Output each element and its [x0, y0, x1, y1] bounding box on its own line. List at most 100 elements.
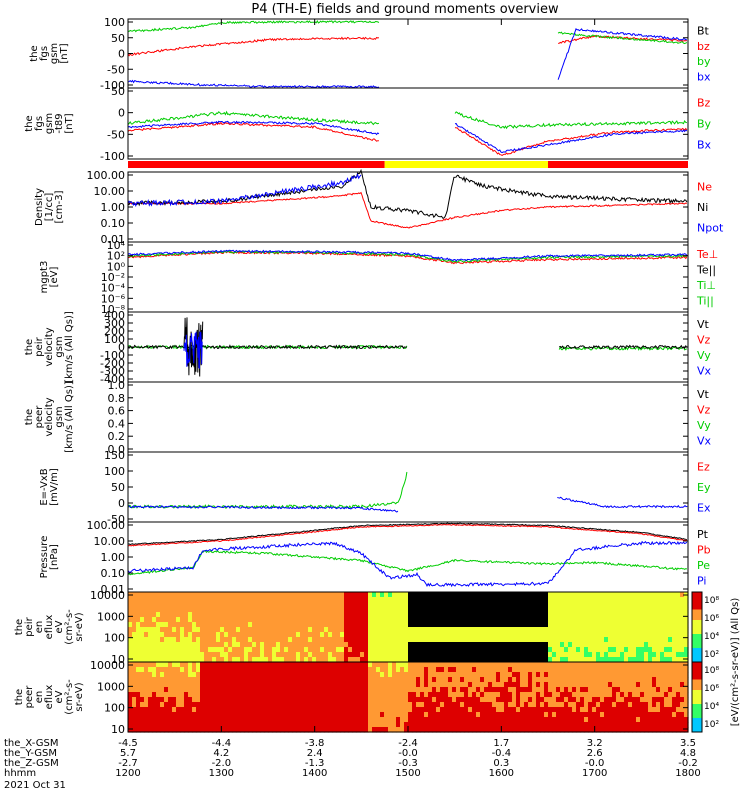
y-tick-label: 10000 [90, 659, 125, 672]
spectrogram-cell [420, 652, 425, 658]
spectrogram-cell [180, 707, 185, 713]
spectrogram-cell [228, 662, 233, 668]
series-by [127, 20, 688, 45]
spectrogram-cell [440, 692, 445, 698]
y-axis-label: [eV] [49, 267, 60, 288]
spectrogram-cell [328, 632, 333, 638]
spectrogram-cell [436, 627, 441, 633]
spectrogram-cell [240, 687, 245, 693]
spectrogram-cell [224, 652, 229, 658]
spectrogram-cell [668, 717, 673, 723]
spectrogram-cell [596, 652, 601, 658]
x-tick-label: -0.4 [492, 748, 512, 759]
spectrogram-cell [672, 712, 677, 718]
spectrogram-cell [452, 622, 457, 628]
spectrogram-cell [528, 612, 533, 618]
spectrogram-cell [224, 632, 229, 638]
spectrogram-cell [276, 612, 281, 618]
spectrogram-cell [552, 627, 557, 633]
spectrogram-cell [172, 727, 177, 733]
spectrogram-cell [572, 677, 577, 683]
spectrogram-cell [144, 607, 149, 613]
spectrogram-cell [340, 657, 345, 663]
spectrogram-cell [200, 622, 205, 628]
spectrogram-cell [220, 592, 225, 598]
spectrogram-cell [652, 592, 657, 598]
spectrogram-cell [636, 692, 641, 698]
spectrogram-cell [244, 712, 249, 718]
spectrogram-cell [532, 697, 537, 703]
spectrogram-cell [496, 607, 501, 613]
spectrogram-cell [180, 717, 185, 723]
spectrogram-cell [320, 597, 325, 603]
spectrogram-cell [620, 617, 625, 623]
spectrogram-cell [392, 682, 397, 688]
spectrogram-cell [508, 687, 513, 693]
spectrogram-cell [556, 647, 561, 653]
spectrogram-cell [648, 712, 653, 718]
spectrogram-cell [568, 592, 573, 598]
spectrogram-cell [376, 677, 381, 683]
spectrogram-cell [452, 627, 457, 633]
colorbar-cell [692, 669, 702, 673]
spectrogram-cell [232, 602, 237, 608]
spectrogram-cell [400, 667, 405, 673]
spectrogram-cell [320, 632, 325, 638]
spectrogram-cell [516, 597, 521, 603]
spectrogram-cell [196, 637, 201, 643]
spectrogram-cell [148, 677, 153, 683]
spectrogram-cell [372, 617, 377, 623]
spectrogram-cell [436, 677, 441, 683]
spectrogram-cell [416, 617, 421, 623]
spectrogram-cell [380, 672, 385, 678]
spectrogram-cell [296, 712, 301, 718]
spectrogram-cell [308, 687, 313, 693]
spectrogram-cell [256, 662, 261, 668]
spectrogram-cell [256, 697, 261, 703]
spectrogram-cell [316, 622, 321, 628]
spectrogram-cell [268, 707, 273, 713]
spectrogram-cell [348, 592, 353, 598]
spectrogram-cell [604, 592, 609, 598]
spectrogram-cell [208, 647, 213, 653]
spectrogram-cell [208, 667, 213, 673]
spectrogram-cell [568, 707, 573, 713]
spectrogram-cell [348, 697, 353, 703]
spectrogram-cell [312, 662, 317, 668]
legend-entry: Vt [697, 388, 710, 401]
spectrogram-cell [536, 642, 541, 648]
spectrogram-cell [236, 642, 241, 648]
spectrogram-cell [332, 627, 337, 633]
spectrogram-cell [612, 682, 617, 688]
spectrogram-cell [512, 707, 517, 713]
spectrogram-cell [448, 717, 453, 723]
spectrogram-cell [516, 687, 521, 693]
spectrogram-cell [576, 697, 581, 703]
spectrogram-cell [460, 687, 465, 693]
spectrogram-cell [496, 627, 501, 633]
spectrogram-cell [372, 632, 377, 638]
spectrogram-cell [452, 707, 457, 713]
spectrogram-cell [396, 677, 401, 683]
spectrogram-cell [444, 627, 449, 633]
spectrogram-cell [496, 667, 501, 673]
spectrogram-cell [580, 712, 585, 718]
spectrogram-cell [300, 657, 305, 663]
x-tick-label: -4.5 [118, 738, 138, 749]
spectrogram-cell [268, 717, 273, 723]
spectrogram-cell [524, 692, 529, 698]
spectrogram-cell [352, 647, 357, 653]
spectrogram-cell [520, 662, 525, 668]
spectrogram-cell [536, 632, 541, 638]
spectrogram-cell [332, 697, 337, 703]
spectrogram-cell [292, 617, 297, 623]
spectrogram-cell [664, 622, 669, 628]
spectrogram-cell [288, 617, 293, 623]
spectrogram-cell [444, 617, 449, 623]
spectrogram-cell [268, 672, 273, 678]
spectrogram-cell [440, 607, 445, 613]
spectrogram-cell [152, 727, 157, 733]
spectrogram-cell [512, 627, 517, 633]
y-axis-label: en [34, 691, 45, 704]
spectrogram-cell [288, 722, 293, 728]
